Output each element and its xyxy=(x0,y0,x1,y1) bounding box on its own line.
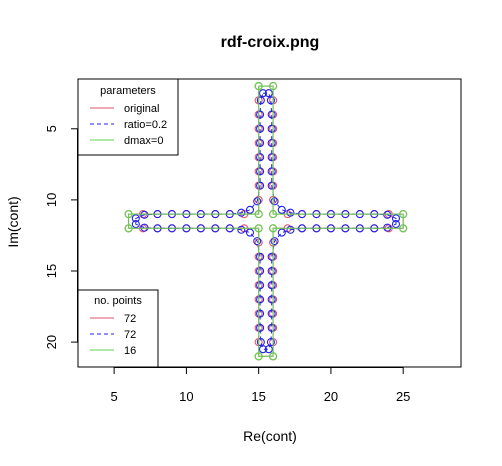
data-point xyxy=(254,210,263,219)
data-point xyxy=(256,110,265,119)
data-point xyxy=(256,138,265,148)
data-point xyxy=(256,96,265,105)
data-point xyxy=(267,266,276,276)
data-point xyxy=(256,124,265,133)
data-point xyxy=(277,205,286,214)
data-point xyxy=(237,208,246,217)
data-point xyxy=(258,89,268,98)
series-layer xyxy=(124,82,408,361)
data-point xyxy=(131,220,140,229)
data-point xyxy=(399,210,408,219)
data-point xyxy=(254,82,263,91)
data-point xyxy=(269,82,278,91)
data-point xyxy=(270,197,279,206)
data-point xyxy=(253,237,262,246)
data-point xyxy=(256,323,265,332)
data-point xyxy=(267,309,276,318)
data-point xyxy=(269,210,278,219)
data-point xyxy=(269,352,278,361)
chart-title: rdf-croix.png xyxy=(221,34,320,51)
data-point xyxy=(256,181,265,190)
legend-label: ratio=0.2 xyxy=(124,119,167,131)
y-tick-label: 20 xyxy=(44,335,59,349)
y-tick-label: 10 xyxy=(44,193,59,207)
legend-parameters-title: parameters xyxy=(100,85,156,97)
legend-points: no. points 72 72 16 xyxy=(77,289,159,368)
data-point xyxy=(266,96,275,105)
legend-box xyxy=(77,78,179,156)
data-point xyxy=(267,110,276,119)
x-axis-label: Re(cont) xyxy=(243,428,297,444)
data-point xyxy=(245,228,255,237)
data-point xyxy=(269,224,278,233)
x-tick-label: 25 xyxy=(396,389,410,404)
data-point xyxy=(256,338,265,347)
data-point xyxy=(286,225,295,234)
data-point xyxy=(277,228,286,237)
series-line xyxy=(128,85,404,357)
data-point xyxy=(256,167,265,176)
x-tick-label: 5 xyxy=(111,389,118,404)
data-point xyxy=(391,214,401,223)
data-point xyxy=(267,281,276,290)
plot-frame xyxy=(77,78,462,368)
data-point xyxy=(124,224,133,233)
data-point xyxy=(140,210,149,219)
data-point xyxy=(267,167,276,176)
data-point xyxy=(131,214,140,223)
data-point xyxy=(256,281,265,290)
data-point xyxy=(267,181,276,190)
data-point xyxy=(391,220,401,229)
y-axis-label: Im(cont) xyxy=(5,196,21,247)
data-point xyxy=(253,197,262,206)
data-point xyxy=(256,252,265,261)
data-point xyxy=(237,225,246,234)
data-point xyxy=(254,352,263,361)
legend-label: 72 xyxy=(124,329,136,341)
data-point xyxy=(270,237,279,246)
data-point xyxy=(267,138,276,148)
legend-points-title: no. points xyxy=(94,295,142,307)
y-tick-label: 15 xyxy=(44,264,59,278)
legend-label: 16 xyxy=(124,345,136,357)
x-tick-label: 15 xyxy=(251,389,265,404)
data-point xyxy=(286,208,295,217)
data-point xyxy=(399,224,408,233)
data-point xyxy=(256,266,265,276)
data-point xyxy=(256,295,265,304)
data-point xyxy=(267,124,276,133)
legend-label: dmax=0 xyxy=(124,135,163,147)
data-point xyxy=(245,205,255,214)
data-point xyxy=(140,223,149,232)
legend-box xyxy=(77,289,159,368)
data-point xyxy=(256,153,265,162)
data-point xyxy=(267,295,276,304)
legend-label: 72 xyxy=(124,313,136,325)
data-point xyxy=(256,309,265,318)
x-tick-label: 10 xyxy=(179,389,193,404)
data-point xyxy=(267,153,276,162)
data-point xyxy=(383,223,392,232)
data-point xyxy=(258,345,268,354)
x-tick-label: 20 xyxy=(324,389,338,404)
data-point xyxy=(124,210,133,219)
legend-label: original xyxy=(124,103,159,115)
data-point xyxy=(254,224,263,233)
y-tick-label: 5 xyxy=(44,125,59,132)
data-point xyxy=(264,89,273,98)
data-point xyxy=(267,323,276,332)
data-point xyxy=(383,210,392,219)
data-point xyxy=(267,252,276,261)
data-point xyxy=(266,338,275,347)
legend-parameters: parameters original ratio=0.2 dmax=0 xyxy=(77,78,179,156)
data-point xyxy=(264,345,273,354)
